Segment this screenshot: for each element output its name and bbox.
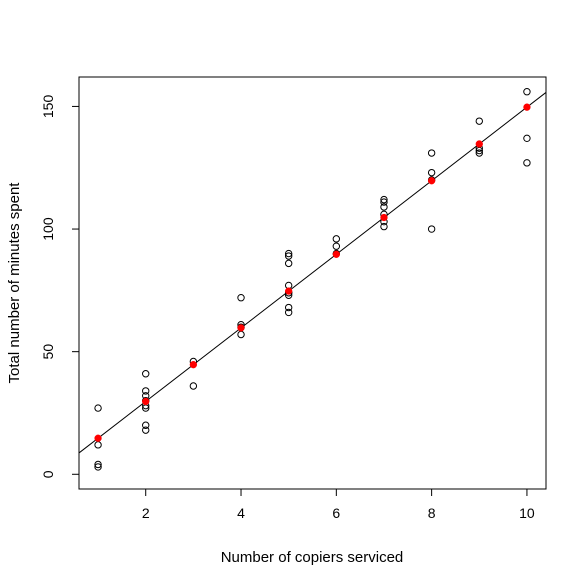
observed-point [284,303,293,312]
observed-point [94,404,102,412]
observed-point [142,426,150,434]
observed-point [142,387,150,395]
observed-point [332,235,341,243]
observed-point [284,249,293,258]
x-axis: 2 4 6 8 10 [142,489,535,521]
observed-point [284,259,293,268]
observed-point [427,225,436,233]
observed-point [380,198,388,206]
observed-point [284,252,293,260]
plot-frame [78,76,547,490]
observed-point [475,117,483,125]
y-tick-label: 50 [40,344,56,360]
observed-point [94,460,102,469]
observed-point [380,195,388,204]
observed-point [523,134,531,143]
fitted-point [285,287,293,295]
observed-point [427,149,436,157]
observed-point [332,242,341,250]
observed-point [475,149,483,157]
fitted-point [427,177,436,185]
fitted-point [237,324,245,332]
y-axis: 0 50 100 150 [40,95,79,478]
y-tick-label: 0 [40,470,56,478]
regression-line-group [78,92,547,454]
fitted-point [523,103,531,111]
fitted-point [142,397,150,406]
observed-point [380,203,388,211]
y-axis-title: Total number of minutes spent [6,182,23,384]
fitted-point [94,434,102,442]
fitted-point [380,213,388,222]
observed-point [523,159,531,167]
x-tick-label: 6 [332,505,340,521]
observed-point [142,421,150,429]
y-tick-label: 100 [40,217,56,241]
x-tick-label: 8 [428,505,436,521]
observed-point [523,88,531,96]
observed-point [142,370,150,378]
x-tick-label: 4 [237,505,245,521]
observed-point [94,463,102,471]
x-axis-title: Number of copiers serviced [221,549,404,566]
observed-point [189,382,198,390]
regression-line [78,92,547,454]
fitted-point [189,361,198,369]
fitted-point [332,250,340,258]
observed-points [94,88,531,471]
observed-point [380,222,388,231]
observed-point [237,294,245,302]
observed-point [237,330,245,339]
fitted-points [94,103,531,442]
observed-point [427,168,436,177]
observed-point [284,308,293,317]
y-tick-label: 150 [40,95,56,119]
x-tick-label: 10 [519,505,535,521]
fitted-point [475,140,483,148]
observed-point [94,441,102,449]
x-tick-label: 2 [142,505,150,521]
